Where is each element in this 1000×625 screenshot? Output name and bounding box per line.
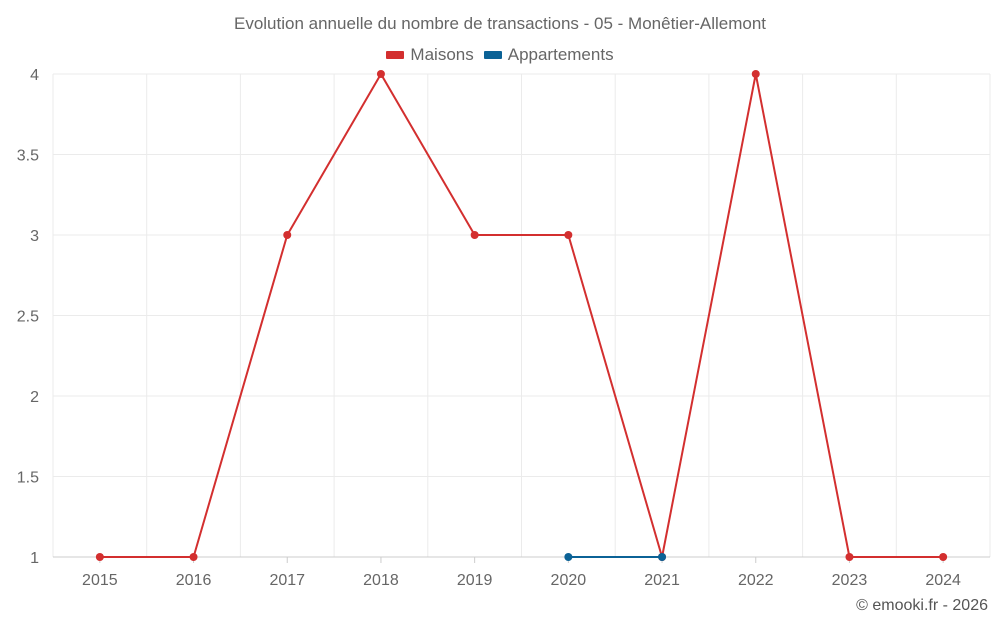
y-tick-label: 3.5 — [17, 148, 39, 165]
data-point-maisons — [751, 70, 760, 78]
data-point-maisons — [939, 553, 948, 561]
legend: Maisons Appartements — [0, 45, 1000, 65]
data-point-maisons — [564, 231, 573, 239]
x-tick-label: 2024 — [925, 572, 961, 589]
legend-item-maisons[interactable]: Maisons — [386, 45, 474, 65]
x-tick-label: 2017 — [269, 572, 305, 589]
legend-swatch-maisons — [386, 51, 405, 59]
data-point-maisons — [845, 553, 854, 561]
x-tick-label: 2021 — [644, 572, 680, 589]
y-tick-label: 2.5 — [17, 309, 39, 326]
x-tick-label: 2022 — [738, 572, 774, 589]
y-tick-label: 4 — [30, 67, 39, 84]
series-line-maisons — [99, 73, 944, 558]
x-tick-label: 2020 — [551, 572, 587, 589]
data-point-maisons — [283, 231, 292, 239]
y-tick-label: 2 — [30, 389, 39, 406]
x-tick-label: 2016 — [176, 572, 212, 589]
x-tick-label: 2018 — [363, 572, 399, 589]
data-point-appartements — [658, 553, 667, 561]
legend-swatch-appartements — [483, 51, 502, 59]
legend-label-appartements: Appartements — [507, 45, 614, 64]
x-tick-label: 2019 — [457, 572, 493, 589]
y-tick-label: 3 — [30, 228, 39, 245]
legend-item-appartements[interactable]: Appartements — [483, 45, 614, 65]
y-tick-label: 1 — [30, 550, 39, 567]
data-point-appartements — [564, 553, 573, 561]
x-tick-label: 2023 — [832, 572, 868, 589]
x-tick-label: 2015 — [82, 572, 118, 589]
data-point-maisons — [189, 553, 198, 561]
y-tick-label: 1.5 — [17, 470, 39, 487]
data-point-maisons — [95, 553, 104, 561]
data-point-maisons — [470, 231, 479, 239]
data-point-maisons — [376, 70, 385, 78]
credit-text: © emooki.fr - 2026 — [856, 597, 988, 614]
legend-label-maisons: Maisons — [410, 45, 474, 64]
chart-title: Evolution annuelle du nombre de transact… — [233, 14, 766, 33]
